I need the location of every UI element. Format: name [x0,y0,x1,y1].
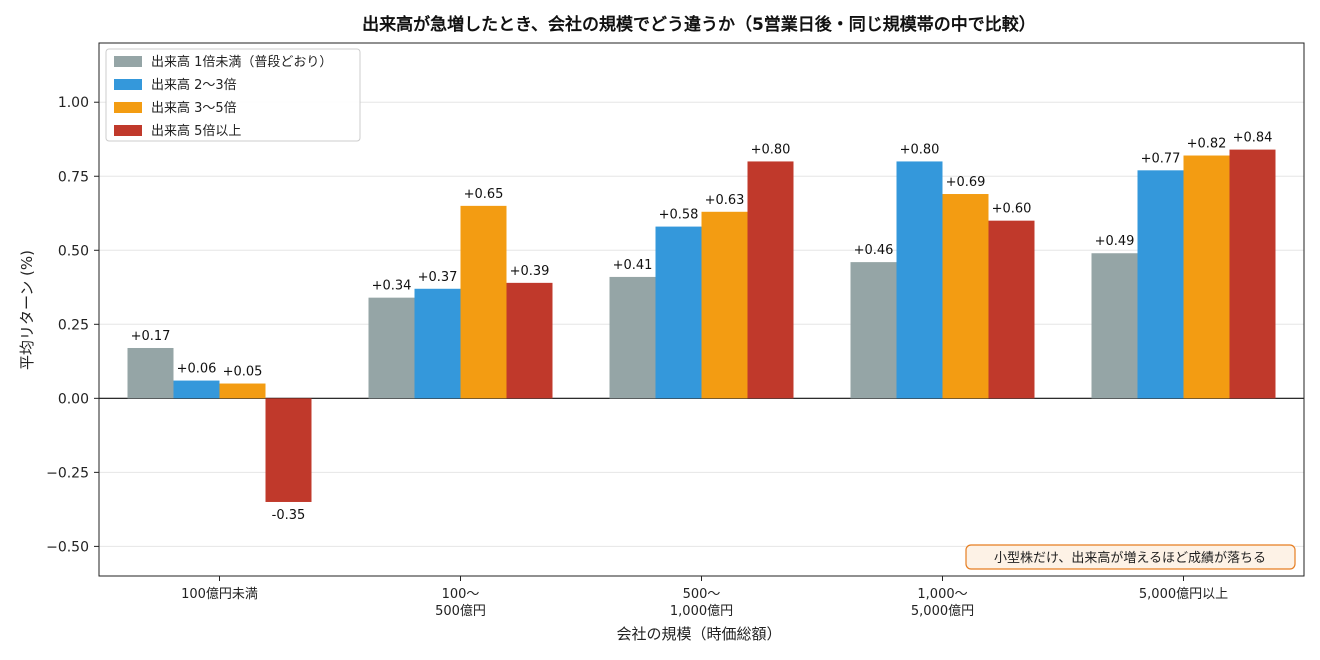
bar-value-label: +0.80 [751,142,791,157]
bar [988,220,1035,399]
bar [1183,155,1230,399]
y-tick-label: 0.75 [58,169,89,185]
bar [942,194,989,399]
bar-value-label: +0.84 [1233,131,1273,146]
bar [368,297,415,399]
bar-value-label: +0.05 [223,365,263,380]
bar-value-label: +0.49 [1095,234,1135,249]
bar-value-label: +0.65 [464,187,504,202]
legend-swatch [114,79,142,90]
bar-value-label: +0.58 [659,208,699,223]
x-tick-label: 100〜 [442,587,480,602]
bar [414,288,461,399]
x-axis-label: 会社の規模（時価総額） [616,625,781,643]
y-axis-label: 平均リターン (%) [18,250,36,370]
bar-value-label: +0.34 [372,279,412,294]
y-tick-label: 0.50 [58,243,89,259]
legend-label: 出来高 2〜3倍 [151,77,237,93]
bar [460,205,507,399]
bar-value-label: +0.77 [1141,151,1181,166]
bar [850,262,897,399]
bar [896,161,943,399]
legend-swatch [114,125,142,136]
x-axis: 100億円未満 100〜500億円500〜1,000億円1,000〜5,000億円… [181,576,1228,619]
bar-value-label: +0.41 [613,258,653,273]
x-tick-label: 1,000〜 [917,587,967,602]
annotation-box: 小型株だけ、出来高が増えるほど成績が落ちる [965,544,1296,570]
x-tick-label: 1,000億円 [670,603,733,619]
bar-value-label: +0.39 [510,264,550,279]
bar-value-label: +0.80 [900,142,940,157]
bar-value-label: +0.60 [992,202,1032,217]
plot-frame [98,42,1305,577]
bar [701,211,748,399]
chart-title: 出来高が急増したとき、会社の規模でどう違うか（5営業日後・同じ規模帯の中で比較） [362,14,1036,35]
bar-value-label: +0.69 [946,175,986,190]
legend-box [105,48,361,142]
bar [747,161,794,399]
bars [127,149,1276,502]
x-tick-label: 500億円 [435,603,486,619]
bar [1137,170,1184,399]
bar [506,282,553,399]
y-axis: −0.50 −0.25 0.00 0.25 0.50 0.75 1.00 [46,95,99,555]
bar-value-label: -0.35 [272,508,306,523]
bar [265,398,312,502]
y-tick-label: 0.00 [58,391,89,407]
x-tick-label: 5,000億円 [911,603,974,619]
legend-swatch [114,56,142,67]
bar-value-label: +0.06 [177,362,217,377]
bar [219,383,266,399]
legend-swatch [114,102,142,113]
legend-label: 出来高 5倍以上 [151,123,241,139]
annotation-frame [965,544,1296,570]
bar [1229,149,1276,399]
bar-value-label: +0.17 [131,329,171,344]
y-tick-label: −0.50 [46,539,89,555]
y-tick-label: −0.25 [46,465,89,481]
bar-value-label: +0.37 [418,270,458,285]
bar-labels: +0.17 +0.34 +0.41 +0.46 +0.49 +0.06 +0.37 +0.58… [131,131,1273,523]
legend-label: 出来高 3〜5倍 [151,100,237,116]
legend-label: 出来高 1倍未満（普段どおり） [151,54,332,70]
bar-value-label: +0.63 [705,193,745,208]
annotation-text: 小型株だけ、出来高が増えるほど成績が落ちる [994,550,1266,566]
y-tick-label: 0.25 [58,317,89,333]
bar [1091,253,1138,399]
bar [173,380,220,399]
x-tick-label: 500〜 [683,587,721,602]
bar-value-label: +0.82 [1187,137,1227,152]
x-tick-label: 5,000億円以上 [1139,586,1228,602]
bar [127,347,174,399]
y-tick-label: 1.00 [58,95,89,111]
bar [655,226,702,399]
bar [609,276,656,399]
bar-value-label: +0.46 [854,243,894,258]
x-tick-label: 100億円未満 [181,586,258,602]
